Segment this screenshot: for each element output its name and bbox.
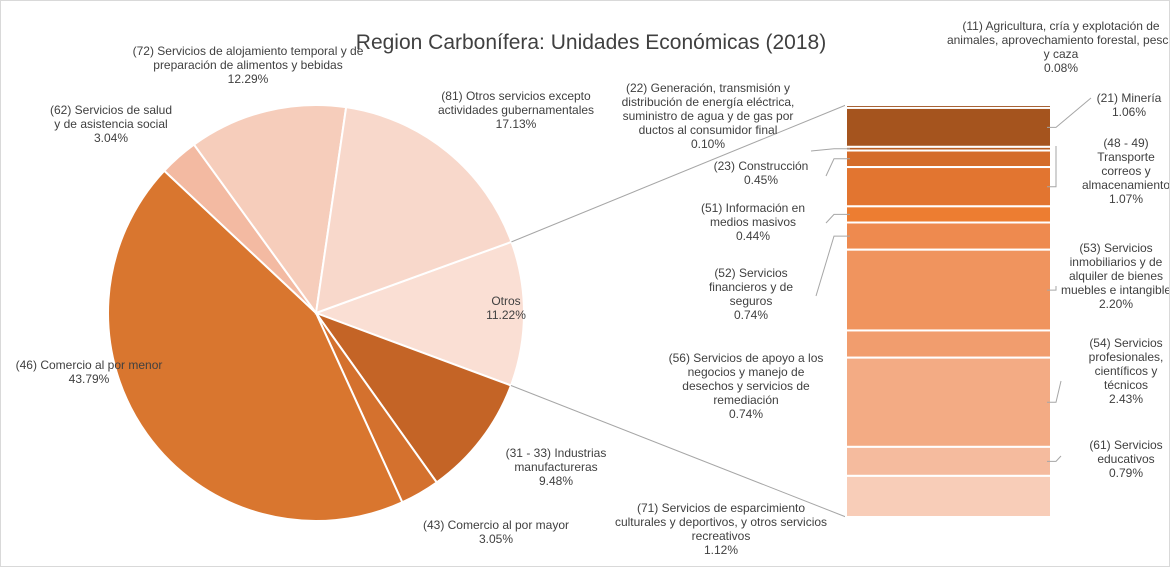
label-text: Otros (491, 294, 521, 308)
label-text: 0.74% (728, 407, 764, 421)
slice-label: (46) Comercio al por menor 43.79% (4, 358, 174, 386)
label-text: (46) Comercio al por menor (15, 358, 163, 372)
leader-line (825, 213, 850, 224)
label-text: 1.07% (1108, 192, 1144, 206)
label-text: 1.06% (1111, 105, 1147, 119)
slice-label: (43) Comercio al por mayor 3.05% (406, 518, 586, 546)
label-text: 3.05% (478, 532, 514, 546)
leader-line (825, 158, 850, 177)
pie-slice (192, 104, 348, 316)
label-text: 0.44% (735, 229, 771, 243)
label-text: (54) Servicios profesionales, científico… (1088, 336, 1164, 392)
label-text: (72) Servicios de alojamiento temporal y… (132, 44, 364, 72)
pie-slice (314, 106, 513, 315)
label-text: (21) Minería (1096, 91, 1162, 105)
segment-label: (61) Servicios educativos 0.79% (1081, 438, 1169, 480)
label-text: 0.10% (690, 137, 726, 151)
bar-segment (845, 329, 1052, 359)
label-text: (62) Servicios de salud y de asistencia … (49, 103, 173, 131)
leader-line (1047, 146, 1057, 188)
pie-slice (313, 310, 513, 484)
label-text: 11.22% (486, 308, 526, 322)
label-text: (53) Servicios inmobiliarios y de alquil… (1060, 241, 1170, 297)
leader-line (810, 148, 850, 152)
segment-label: (21) Minería 1.06% (1089, 91, 1169, 119)
segment-label: (52) Servicios financieros y de seguros 0… (696, 266, 806, 322)
label-text: 0.74% (733, 308, 769, 322)
bar-segment (845, 248, 1052, 332)
bar-segment (845, 445, 1052, 477)
bar-segment (845, 106, 1052, 148)
slice-label: (81) Otros servicios excepto actividades… (431, 89, 601, 131)
bar-segment (845, 221, 1052, 251)
label-text: (31 - 33) Industrias manufactureras (505, 446, 607, 474)
leader-line (1047, 380, 1062, 403)
label-text: (52) Servicios financieros y de seguros (708, 266, 794, 308)
segment-label: (56) Servicios de apoyo a los negocios y… (661, 351, 831, 421)
segment-label: (48 - 49) Transporte correos y almacenam… (1076, 136, 1170, 206)
pie-slice (107, 169, 404, 522)
leader-line (815, 235, 850, 297)
segment-label: (54) Servicios profesionales, científico… (1081, 336, 1169, 406)
pie-slice (313, 240, 525, 387)
slice-label: Otros 11.22% (466, 294, 546, 322)
label-text: (71) Servicios de esparcimiento cultural… (614, 501, 828, 543)
label-text: (81) Otros servicios excepto actividades… (437, 89, 595, 117)
connector (510, 385, 847, 518)
label-text: 3.04% (93, 131, 129, 145)
bar-segment (845, 474, 1052, 519)
label-text: (22) Generación, transmisión y distribuc… (621, 81, 795, 137)
segment-label: (71) Servicios de esparcimiento cultural… (611, 501, 831, 557)
label-text: 2.20% (1098, 297, 1134, 311)
label-text: 2.43% (1108, 392, 1144, 406)
label-text: 0.79% (1108, 466, 1144, 480)
label-text: 0.45% (743, 173, 779, 187)
label-text: 43.79% (68, 372, 110, 386)
label-text: 17.13% (495, 117, 537, 131)
label-text: (11) Agricultura, cría y explotación de … (946, 19, 1170, 61)
segment-label: (51) Información en medios masivos 0.44% (688, 201, 818, 243)
label-text: 12.29% (227, 72, 269, 86)
leader-line (1047, 97, 1092, 128)
label-text: 0.08% (1043, 61, 1079, 75)
label-text: (61) Servicios educativos (1089, 438, 1163, 466)
segment-label: (22) Generación, transmisión y distribuc… (608, 81, 808, 151)
label-text: 9.48% (538, 474, 574, 488)
label-text: 1.12% (703, 543, 739, 557)
bar-segment (845, 149, 1052, 169)
slice-label: (72) Servicios de alojamiento temporal y… (123, 44, 373, 86)
segment-label: (23) Construcción 0.45% (701, 159, 821, 187)
segment-label: (53) Servicios inmobiliarios y de alquil… (1056, 241, 1170, 311)
bar-segment (845, 166, 1052, 208)
chart-title: Region Carbonífera: Unidades Económicas … (355, 31, 827, 54)
connector (511, 104, 847, 243)
label-text: (23) Construcción (713, 159, 809, 173)
bar-segment (845, 356, 1052, 448)
label-text: (51) Información en medios masivos (700, 201, 806, 229)
label-text: (56) Servicios de apoyo a los negocios y… (668, 351, 824, 407)
bar-segment (845, 205, 1052, 224)
label-text: (48 - 49) Transporte correos y almacenam… (1081, 136, 1170, 192)
leader-line (1047, 455, 1062, 462)
label-text: (43) Comercio al por mayor (422, 518, 570, 532)
segment-label: (11) Agricultura, cría y explotación de … (946, 19, 1170, 75)
slice-label: (62) Servicios de salud y de asistencia … (49, 103, 174, 145)
leader-line (1047, 286, 1057, 291)
slice-label: (31 - 33) Industrias manufactureras 9.48% (491, 446, 621, 488)
